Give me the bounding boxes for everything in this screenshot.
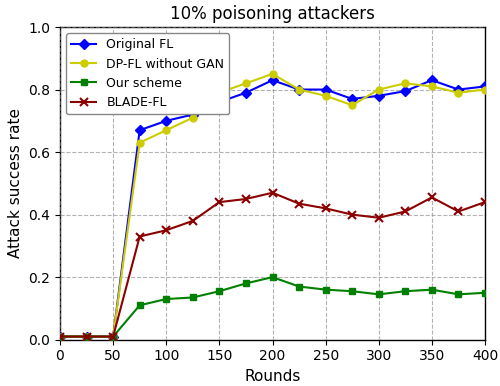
Our scheme bbox=[429, 287, 435, 292]
Our scheme bbox=[376, 292, 382, 297]
DP-FL without GAN bbox=[243, 81, 249, 86]
BLADE-FL bbox=[402, 209, 408, 214]
DP-FL without GAN bbox=[482, 87, 488, 92]
BLADE-FL bbox=[163, 228, 169, 232]
Title: 10% poisoning attackers: 10% poisoning attackers bbox=[170, 5, 375, 23]
Line: DP-FL without GAN: DP-FL without GAN bbox=[56, 71, 488, 340]
BLADE-FL bbox=[270, 190, 276, 195]
Original FL bbox=[163, 119, 169, 123]
Original FL bbox=[402, 89, 408, 93]
BLADE-FL bbox=[429, 195, 435, 200]
BLADE-FL bbox=[456, 209, 462, 214]
Our scheme bbox=[402, 289, 408, 293]
Our scheme bbox=[322, 287, 328, 292]
Our scheme bbox=[136, 303, 142, 308]
Y-axis label: Attack success rate: Attack success rate bbox=[8, 108, 22, 258]
BLADE-FL bbox=[57, 334, 63, 339]
Original FL bbox=[296, 87, 302, 92]
BLADE-FL bbox=[243, 197, 249, 201]
DP-FL without GAN bbox=[322, 93, 328, 98]
Original FL bbox=[482, 84, 488, 89]
DP-FL without GAN bbox=[190, 115, 196, 120]
Line: Our scheme: Our scheme bbox=[56, 274, 488, 340]
DP-FL without GAN bbox=[270, 71, 276, 76]
Original FL bbox=[376, 93, 382, 98]
Legend: Original FL, DP-FL without GAN, Our scheme, BLADE-FL: Original FL, DP-FL without GAN, Our sche… bbox=[66, 33, 229, 114]
BLADE-FL bbox=[482, 200, 488, 205]
DP-FL without GAN bbox=[402, 81, 408, 86]
Original FL bbox=[136, 128, 142, 132]
DP-FL without GAN bbox=[349, 103, 355, 107]
Original FL bbox=[243, 90, 249, 95]
BLADE-FL bbox=[136, 234, 142, 239]
Our scheme bbox=[243, 281, 249, 286]
DP-FL without GAN bbox=[110, 334, 116, 339]
BLADE-FL bbox=[296, 201, 302, 206]
BLADE-FL bbox=[322, 206, 328, 211]
DP-FL without GAN bbox=[136, 141, 142, 145]
Original FL bbox=[190, 112, 196, 117]
Line: Original FL: Original FL bbox=[56, 77, 488, 340]
Original FL bbox=[270, 78, 276, 83]
Our scheme bbox=[163, 297, 169, 301]
BLADE-FL bbox=[376, 215, 382, 220]
Our scheme bbox=[110, 334, 116, 339]
BLADE-FL bbox=[349, 212, 355, 217]
Our scheme bbox=[84, 334, 89, 339]
Our scheme bbox=[349, 289, 355, 293]
DP-FL without GAN bbox=[163, 128, 169, 132]
Line: BLADE-FL: BLADE-FL bbox=[56, 189, 489, 341]
Original FL bbox=[322, 87, 328, 92]
DP-FL without GAN bbox=[429, 84, 435, 89]
Original FL bbox=[349, 96, 355, 101]
Our scheme bbox=[456, 292, 462, 297]
BLADE-FL bbox=[190, 218, 196, 223]
Original FL bbox=[110, 334, 116, 339]
Our scheme bbox=[482, 290, 488, 295]
BLADE-FL bbox=[216, 200, 222, 205]
Original FL bbox=[216, 100, 222, 104]
DP-FL without GAN bbox=[216, 90, 222, 95]
Our scheme bbox=[216, 289, 222, 293]
DP-FL without GAN bbox=[296, 87, 302, 92]
X-axis label: Rounds: Rounds bbox=[244, 369, 300, 384]
Our scheme bbox=[270, 275, 276, 279]
Our scheme bbox=[296, 284, 302, 289]
DP-FL without GAN bbox=[84, 334, 89, 339]
Original FL bbox=[429, 78, 435, 83]
Our scheme bbox=[57, 334, 63, 339]
BLADE-FL bbox=[110, 334, 116, 339]
BLADE-FL bbox=[84, 334, 89, 339]
Original FL bbox=[84, 334, 89, 339]
DP-FL without GAN bbox=[57, 334, 63, 339]
DP-FL without GAN bbox=[456, 90, 462, 95]
Original FL bbox=[456, 87, 462, 92]
DP-FL without GAN bbox=[376, 87, 382, 92]
Our scheme bbox=[190, 295, 196, 300]
Original FL bbox=[57, 334, 63, 339]
